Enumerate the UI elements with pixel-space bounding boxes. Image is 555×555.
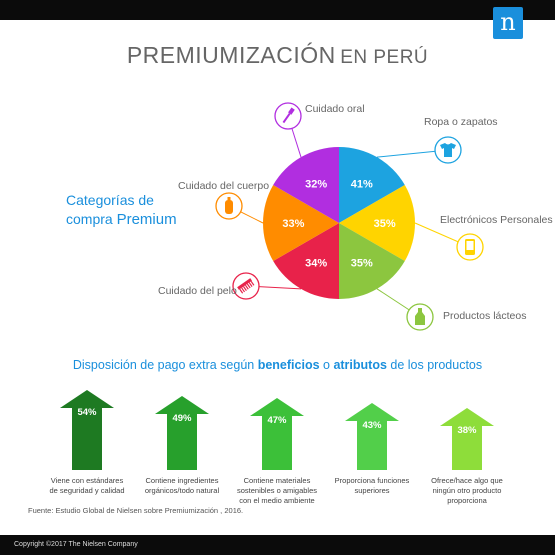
benefits-title-mid: o <box>319 358 334 372</box>
pie-value-labels: 41% 35% 35% 34% 33% 32% <box>282 179 395 270</box>
benefit-column-5: 38% Ofrece/hace algo que ningún otro produ… <box>422 390 512 506</box>
benefit-arrow-2: 49% <box>155 396 209 470</box>
category-label-cuidado-cuerpo: Cuidado del cuerpo <box>178 180 270 192</box>
category-label-cuidado-oral: Cuidado oral <box>305 103 365 115</box>
top-bar <box>0 0 555 20</box>
caption-line: superiores <box>354 486 390 495</box>
title-main: PREMIUMIZACIÓN <box>126 42 336 68</box>
pie-value-cuidado-oral: 32% <box>305 179 327 191</box>
benefit-caption-5: Ofrece/hace algo que ningún otro producto… <box>422 476 512 506</box>
benefit-column-4: 43% Proporciona funciones superiores <box>327 390 417 496</box>
benefit-caption-4: Proporciona funciones superiores <box>327 476 417 496</box>
pie-slice-ropa-o-zapatos <box>339 147 405 223</box>
nielsen-logo: n <box>493 7 523 39</box>
arrow-value-5: 38% <box>457 425 477 436</box>
caption-line: Ofrece/hace algo que <box>431 476 503 485</box>
benefit-caption-1: Viene con estándares de seguridad y calid… <box>42 476 132 496</box>
comb-icon <box>232 272 260 300</box>
pie-icons <box>215 102 484 331</box>
benefit-caption-2: Contiene ingredientes orgánicos/todo natu… <box>137 476 227 496</box>
benefits-title-bold1: beneficios <box>257 358 320 372</box>
caption-line: Proporciona funciones <box>334 476 410 485</box>
phone-icon <box>456 233 484 261</box>
category-label-cuidado-pelo: Cuidado del pelo <box>158 285 237 297</box>
benefit-arrow-4: 43% <box>345 403 399 470</box>
arrow-value-2: 49% <box>172 413 192 424</box>
pie-slice-productos-lacteos <box>339 223 405 299</box>
premium-label-line2b: Premium <box>116 211 177 228</box>
pie-slice-cuidado-del-pelo <box>273 223 339 299</box>
category-label-ropa: Ropa o zapatos <box>424 116 498 128</box>
benefit-column-2: 49% Contiene ingredientes orgánicos/todo n… <box>137 390 227 496</box>
caption-line: ningún otro producto <box>432 486 502 495</box>
arrow-shape-2 <box>155 396 209 470</box>
lotion-bottle-icon <box>215 192 243 220</box>
arrow-shape-3 <box>250 398 304 470</box>
pie-value-cuidado-del-pelo: 34% <box>305 257 327 269</box>
benefit-arrow-3: 47% <box>250 398 304 470</box>
caption-line: Contiene ingredientes <box>145 476 219 485</box>
arrow-shape-1 <box>60 390 114 470</box>
pie-slice-cuidado-del-cuerpo <box>263 185 339 261</box>
caption-line: Contiene materiales <box>243 476 311 485</box>
pie-slice-electronicos-personales <box>339 185 415 261</box>
tshirt-icon <box>434 136 462 164</box>
pie-chart: 41% 35% 35% 34% 33% 32% <box>215 102 484 331</box>
benefits-title-pre: Disposición de pago extra según <box>72 358 258 372</box>
pie-slices <box>263 147 415 299</box>
footer-bar: Copyright ©2017 The Nielsen Company <box>0 535 555 555</box>
benefit-arrow-1: 54% <box>60 390 114 470</box>
pie-slice-cuidado-oral <box>273 147 339 223</box>
benefits-title-post: de los productos <box>386 358 483 372</box>
category-label-electronicos: Electrónicos Personales <box>440 214 553 226</box>
category-label-lacteos: Productos lácteos <box>443 310 527 322</box>
arrow-value-4: 43% <box>362 420 382 431</box>
arrow-shape-5 <box>440 408 494 470</box>
logo-letter: n <box>500 8 516 36</box>
page-title: PREMIUMIZACIÓN EN PERÚ <box>0 42 555 69</box>
arrow-value-3: 47% <box>267 415 287 426</box>
premium-label-line1: Categorías de <box>66 192 154 208</box>
benefit-arrow-5: 38% <box>440 408 494 470</box>
benefits-section-title: Disposición de pago extra según benefici… <box>0 358 555 372</box>
benefit-column-1: 54% Viene con estándares de seguridad y ca… <box>42 390 132 496</box>
caption-line: de seguridad y calidad <box>49 486 125 495</box>
pie-value-ropa-o-zapatos: 41% <box>351 179 373 191</box>
premium-label-line2a: compra <box>66 211 117 227</box>
benefits-title-bold2: atributos <box>333 358 387 372</box>
arrow-shape-4 <box>345 403 399 470</box>
pie-value-electronicos-personales: 35% <box>374 218 396 230</box>
caption-line: orgánicos/todo natural <box>144 486 220 495</box>
premium-categories-label: Categorías de compra Premium <box>66 191 206 229</box>
source-note: Fuente: Estudio Global de Nielsen sobre … <box>28 506 244 515</box>
title-sub: EN PERÚ <box>340 47 429 68</box>
toothbrush-icon <box>274 102 302 130</box>
caption-line: Viene con estándares <box>50 476 124 485</box>
pie-value-cuidado-del-cuerpo: 33% <box>282 218 304 230</box>
caption-line: con el medio ambiente <box>239 496 315 505</box>
caption-line: sostenibles o amigables <box>236 486 318 495</box>
pie-value-productos-lacteos: 35% <box>351 257 373 269</box>
copyright-text: Copyright ©2017 The Nielsen Company <box>14 541 138 548</box>
caption-line: proporciona <box>447 496 487 505</box>
milk-bottle-icon <box>406 303 434 331</box>
benefit-caption-3: Contiene materiales sostenibles o amigabl… <box>232 476 322 506</box>
benefit-column-3: 47% Contiene materiales sostenibles o amig… <box>232 390 322 506</box>
arrow-value-1: 54% <box>77 407 97 418</box>
